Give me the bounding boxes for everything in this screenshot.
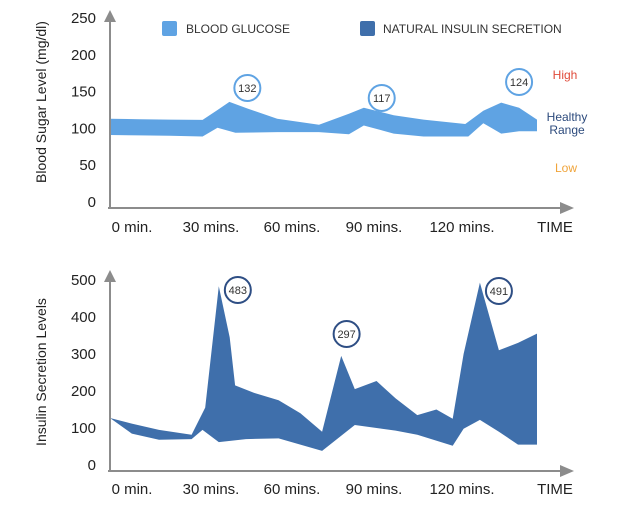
zone-label-range: Range [549, 123, 585, 137]
y-axis-arrow-1 [104, 10, 116, 22]
x-tick-label-1-0: 0 min. [112, 219, 153, 236]
x-tick-label-2-1: 30 mins. [183, 481, 240, 498]
zone-label-low: Low [555, 161, 577, 175]
y-tick-label-1-4: 200 [71, 47, 96, 64]
peak-badge-2-2 [484, 277, 513, 305]
x-tick-label-2-3: 90 mins. [346, 481, 403, 498]
peak-badge-1-0 [233, 74, 262, 102]
peak-badge-label-1-0: 132 [238, 83, 256, 95]
peak-badge-2-0 [223, 276, 252, 304]
y-tick-label-2-4: 400 [71, 309, 96, 326]
y-tick-label-1-1: 50 [79, 157, 96, 174]
peak-badge-label-2-0: 483 [229, 285, 247, 297]
legend-label-0: BLOOD GLUCOSE [186, 22, 290, 36]
y-tick-label-1-0: 0 [88, 194, 96, 211]
legend-swatch-1 [360, 21, 375, 36]
peak-badge-label-1-2: 124 [510, 77, 528, 89]
y-tick-label-2-5: 500 [71, 272, 96, 289]
y-tick-label-2-2: 200 [71, 383, 96, 400]
x-axis-title-2: TIME [537, 481, 573, 498]
series-area-1 [110, 101, 537, 137]
legend-swatch-0 [162, 21, 177, 36]
y-axis-arrow-2 [104, 270, 116, 282]
x-tick-label-2-0: 0 min. [112, 481, 153, 498]
x-tick-label-1-1: 30 mins. [183, 219, 240, 236]
y-axis-title-2: Insulin Secretion Levels [33, 298, 49, 446]
peak-badge-label-2-2: 491 [490, 286, 508, 298]
peak-badge-label-1-1: 117 [373, 93, 391, 105]
x-tick-label-1-4: 120 mins. [429, 219, 494, 236]
y-tick-label-2-1: 100 [71, 420, 96, 437]
peak-badge-1-1 [367, 84, 396, 112]
x-tick-label-2-2: 60 mins. [264, 481, 321, 498]
y-tick-label-2-0: 0 [88, 457, 96, 474]
y-tick-label-1-2: 100 [71, 120, 96, 137]
x-tick-label-2-4: 120 mins. [429, 481, 494, 498]
zone-label-high: High [553, 68, 578, 82]
x-axis-arrow-1 [560, 202, 574, 214]
x-tick-label-1-3: 90 mins. [346, 219, 403, 236]
y-tick-label-1-3: 150 [71, 84, 96, 101]
x-tick-label-1-2: 60 mins. [264, 219, 321, 236]
y-axis-title-1: Blood Sugar Level (mg/dl) [33, 21, 49, 183]
peak-badge-label-2-1: 297 [337, 329, 355, 341]
zone-label-healthy: Healthy [547, 110, 588, 124]
y-tick-label-2-3: 300 [71, 346, 96, 363]
y-tick-label-1-5: 250 [71, 10, 96, 27]
x-axis-arrow-2 [560, 465, 574, 477]
peak-badge-2-1 [332, 320, 361, 348]
x-axis-title-1: TIME [537, 219, 573, 236]
peak-badge-1-2 [505, 68, 534, 96]
legend-label-1: NATURAL INSULIN SECRETION [383, 22, 562, 36]
series-area-2 [110, 282, 537, 451]
